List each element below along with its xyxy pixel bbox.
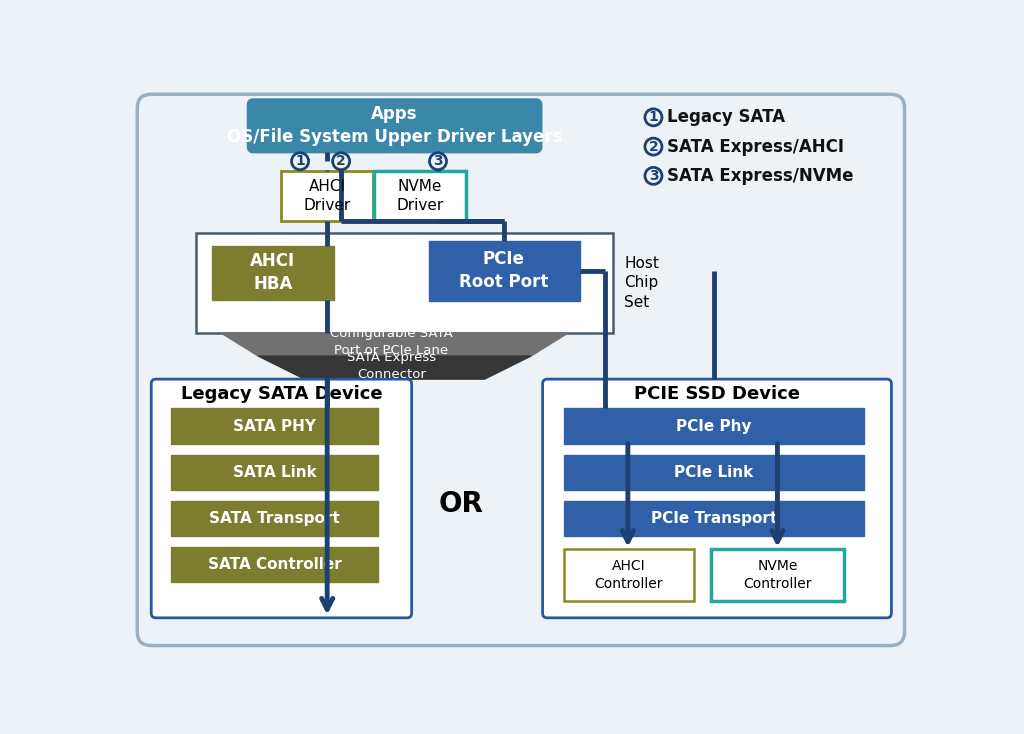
Text: OR: OR [439,490,483,518]
FancyBboxPatch shape [137,94,904,646]
Bar [282,171,373,221]
FancyBboxPatch shape [248,100,541,152]
Text: 2: 2 [648,139,658,153]
Bar [212,246,334,299]
Text: 2: 2 [336,154,346,168]
Bar [429,241,580,301]
Bar [171,547,378,582]
Circle shape [292,153,308,170]
FancyBboxPatch shape [543,379,891,618]
Text: PCIe Phy: PCIe Phy [676,418,752,434]
Text: SATA Express
Connector: SATA Express Connector [347,352,436,381]
Bar [563,408,864,444]
Text: 3: 3 [433,154,442,168]
Text: AHCI
Controller: AHCI Controller [594,559,663,591]
Text: NVMe
Driver: NVMe Driver [396,179,443,213]
Text: NVMe
Controller: NVMe Controller [743,559,812,591]
Text: SATA Express/NVMe: SATA Express/NVMe [668,167,854,185]
Bar [197,233,613,333]
Circle shape [429,153,446,170]
Bar [171,408,378,444]
Text: Apps
OS/File System Upper Driver Layers: Apps OS/File System Upper Driver Layers [227,106,562,146]
Text: 1: 1 [295,154,305,168]
Text: 3: 3 [648,169,658,183]
Bar [563,501,864,537]
Text: PCIe
Root Port: PCIe Root Port [459,250,549,291]
Polygon shape [221,333,568,356]
Text: Configurable SATA
Port or PCIe Lane: Configurable SATA Port or PCIe Lane [330,327,453,357]
Text: 1: 1 [648,110,658,124]
Bar [711,548,844,601]
Bar [171,454,378,490]
Text: Legacy SATA Device: Legacy SATA Device [180,385,382,403]
Text: SATA Express/AHCI: SATA Express/AHCI [668,137,845,156]
Circle shape [645,138,662,155]
Text: SATA Link: SATA Link [232,465,316,480]
Text: PCIe Transport: PCIe Transport [651,511,777,526]
Text: AHCI
HBA: AHCI HBA [250,252,296,294]
Bar [171,501,378,537]
Polygon shape [258,356,531,379]
Text: SATA Controller: SATA Controller [208,557,341,573]
FancyBboxPatch shape [152,379,412,618]
Text: Host
Chip
Set: Host Chip Set [624,256,658,310]
Circle shape [645,167,662,184]
Circle shape [645,109,662,126]
Text: Legacy SATA: Legacy SATA [668,109,785,126]
Bar [563,454,864,490]
Text: PCIe Link: PCIe Link [674,465,754,480]
Text: PCIE SSD Device: PCIE SSD Device [634,385,800,403]
Bar [375,171,466,221]
Text: SATA PHY: SATA PHY [233,418,316,434]
Circle shape [333,153,349,170]
Text: AHCI
Driver: AHCI Driver [303,179,351,213]
Text: SATA Transport: SATA Transport [209,511,340,526]
Bar [563,548,693,601]
